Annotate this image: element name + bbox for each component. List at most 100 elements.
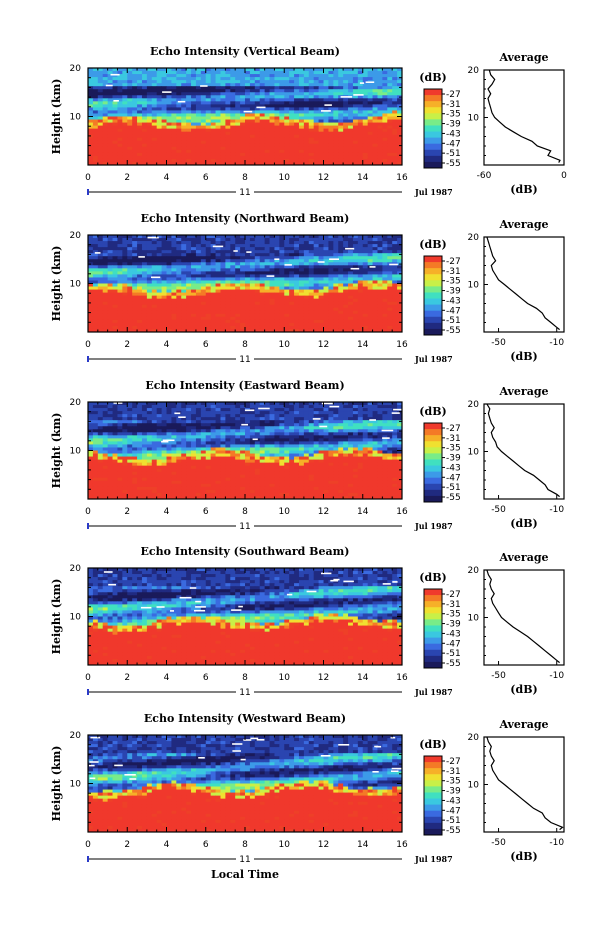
heatmap-cell	[107, 241, 113, 245]
colorbar-tick-label: -51	[446, 316, 461, 326]
heatmap-cell	[284, 322, 290, 327]
heatmap-cell	[240, 250, 246, 254]
heatmap-cell	[259, 122, 266, 126]
heatmap-cell	[107, 304, 113, 309]
heatmap-cell	[112, 131, 118, 136]
heatmap-cell	[352, 304, 359, 309]
colorbar-swatch	[424, 131, 442, 139]
heatmap-cell	[200, 307, 207, 312]
heatmap-cell	[308, 89, 315, 93]
heatmap-cell	[352, 298, 359, 303]
heatmap-cell	[245, 122, 251, 126]
heatmap-cell	[392, 313, 398, 318]
heatmap-cell	[318, 116, 324, 120]
x-tick-label: 12	[318, 340, 329, 350]
heatmap-cell	[318, 71, 324, 75]
heatmap-cell	[318, 86, 324, 90]
date-label: Jul 1987	[414, 354, 453, 364]
heatmap-cell	[132, 158, 138, 163]
heatmap-cell	[230, 420, 236, 424]
heatmap-cell	[186, 98, 192, 102]
heatmap-cell	[397, 280, 403, 284]
heatmap-cell	[362, 89, 369, 93]
heatmap-cell	[92, 262, 99, 266]
heatmap-cell	[156, 298, 162, 303]
heatmap-cell	[318, 402, 324, 406]
heatmap-cell	[377, 235, 383, 239]
heatmap-cell	[210, 304, 216, 309]
heatmap-cell	[387, 274, 393, 278]
heatmap-cell	[264, 80, 270, 84]
heatmap-cell	[166, 328, 172, 333]
heatmap-cell	[176, 134, 182, 139]
heatmap-cell	[348, 131, 354, 136]
heatmap-cell	[382, 301, 388, 306]
heatmap-cell	[102, 292, 109, 297]
heatmap-cell	[191, 286, 197, 290]
heatmap-cell	[97, 143, 104, 148]
heatmap-cell	[254, 313, 261, 318]
heatmap-cell	[397, 316, 403, 321]
heatmap-cell	[102, 289, 109, 293]
heatmap-cell	[146, 241, 153, 245]
heatmap-cell	[333, 104, 339, 108]
heatmap-cell	[117, 274, 123, 278]
heatmap-cell	[132, 101, 138, 105]
heatmap-cell	[215, 149, 221, 154]
heatmap-cell	[195, 77, 202, 81]
heatmap-cell	[230, 298, 236, 303]
heatmap-cell	[102, 325, 109, 330]
heatmap-cell	[333, 307, 339, 312]
heatmap-cell	[333, 95, 339, 99]
heatmap-cell	[245, 86, 251, 90]
heatmap-cell	[151, 405, 158, 409]
heatmap-cell	[318, 298, 324, 303]
heatmap-cell	[191, 259, 197, 263]
heatmap-cell	[249, 155, 256, 160]
heatmap-cell	[264, 328, 270, 333]
heatmap-cell	[117, 319, 123, 324]
heatmap-cell	[176, 405, 182, 409]
heatmap-cell	[200, 155, 207, 160]
heatmap-cell	[117, 277, 123, 281]
heatmap-cell	[254, 325, 261, 330]
heatmap-cell	[92, 125, 99, 130]
heatmap-cell	[328, 253, 334, 257]
heatmap-cell	[181, 152, 187, 157]
heatmap-cell	[274, 110, 280, 114]
heatmap-cell	[107, 95, 113, 99]
heatmap-cell	[289, 98, 295, 102]
heatmap-cell	[274, 295, 280, 300]
heatmap-cell	[245, 253, 251, 257]
heatmap-cell	[338, 152, 344, 157]
heatmap-cell	[264, 113, 270, 117]
heatmap-cell	[161, 146, 167, 151]
heatmap-cell	[151, 417, 158, 421]
heatmap-cell	[132, 122, 138, 126]
heatmap-cell	[181, 289, 187, 293]
heatmap-cell	[328, 86, 334, 90]
heatmap-cell	[102, 86, 109, 90]
colorbar-tick-label: -39	[446, 120, 461, 130]
heatmap-cell	[225, 274, 231, 278]
heatmap-cell	[107, 158, 113, 163]
heatmap-cell	[328, 268, 334, 272]
heatmap-cell	[279, 98, 285, 102]
heatmap-cell	[117, 125, 123, 130]
heatmap-cell	[225, 158, 231, 163]
heatmap-cell	[230, 89, 236, 93]
heatmap-cell	[348, 155, 354, 160]
heatmap-cell	[377, 280, 383, 284]
heatmap-cell	[264, 116, 270, 120]
data-gap	[246, 251, 252, 253]
heatmap-cell	[132, 98, 138, 102]
heatmap-cell	[289, 238, 295, 242]
heatmap-cell	[274, 250, 280, 254]
heatmap-cell	[166, 256, 172, 260]
heatmap-cell	[156, 274, 162, 278]
heatmap-cell	[166, 110, 172, 114]
heatmap-cell	[210, 280, 216, 284]
heatmap-cell	[387, 405, 393, 409]
heatmap-cell	[367, 244, 373, 248]
heatmap-cell	[137, 143, 143, 148]
